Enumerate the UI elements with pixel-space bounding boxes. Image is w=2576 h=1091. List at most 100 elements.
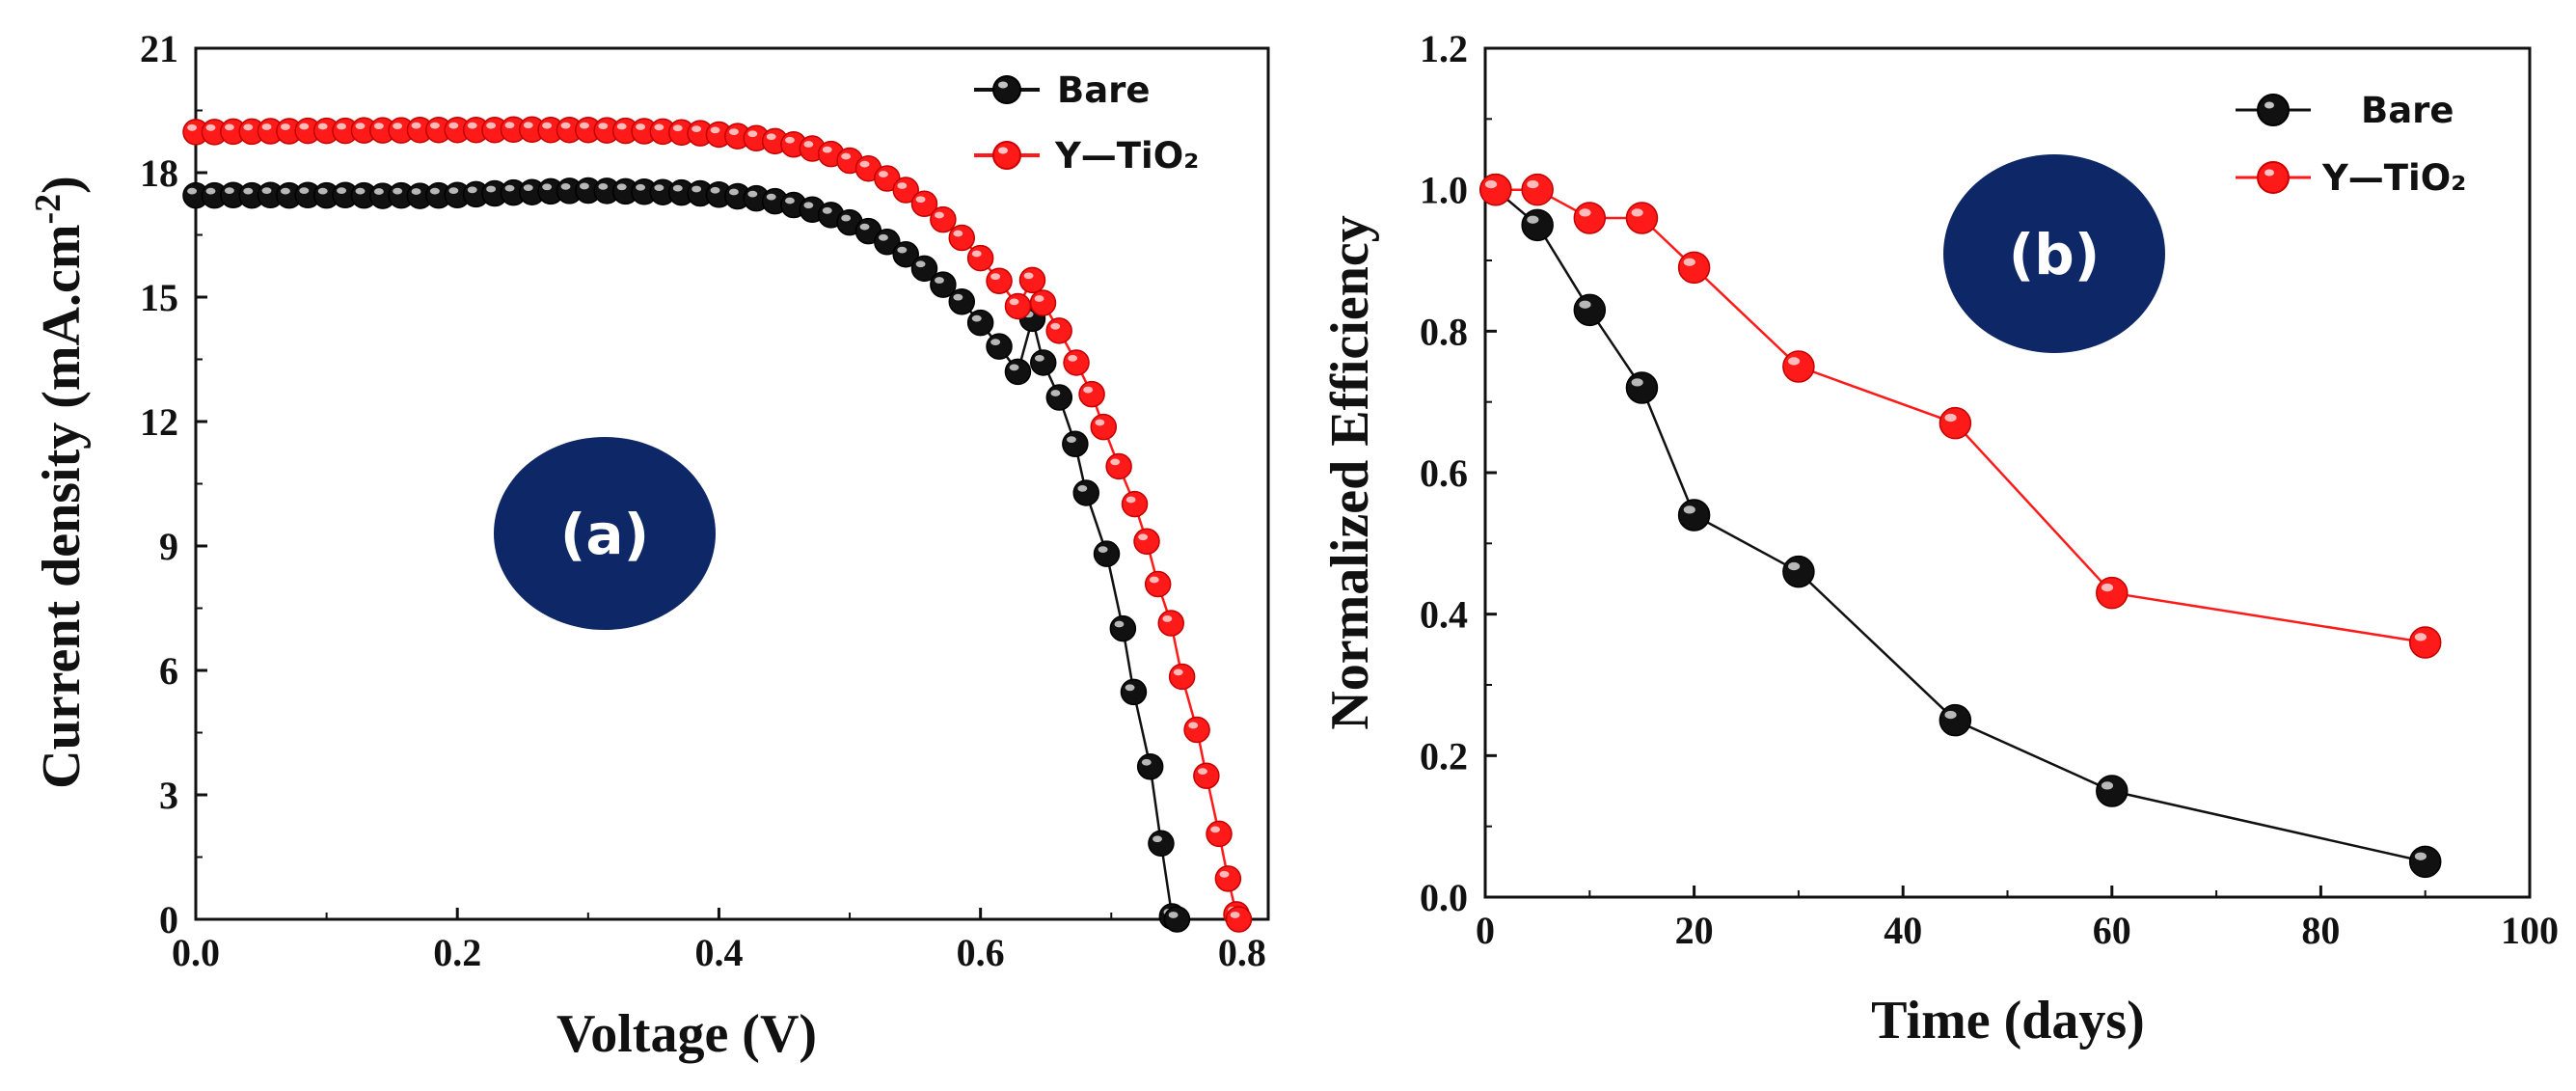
chart-a-y-axis-title-main: Current density (mA.cm bbox=[32, 224, 92, 788]
chart-a-series-ytio2-path bbox=[196, 128, 1240, 920]
chart-a-bare-point-highlight bbox=[542, 183, 553, 191]
chart-a-bare-point-highlight bbox=[822, 206, 832, 214]
chart-a-legend-ytio2-label: Y—TiO₂ bbox=[1054, 135, 1199, 177]
chart-b-legend-bare-marker-highlight bbox=[2264, 101, 2274, 109]
chart-a-legend: Bare Y—TiO₂ bbox=[974, 69, 1199, 177]
chart-a-ytio2-point bbox=[1004, 292, 1032, 320]
chart-a-bare-point-highlight bbox=[1077, 485, 1088, 492]
chart-a-x-tick-label: 0.6 bbox=[957, 931, 1005, 974]
chart-a-x-tick-label: 0.2 bbox=[433, 931, 481, 974]
chart-a-ytio2-point-highlight bbox=[523, 122, 533, 129]
chart-b-bare-point bbox=[1677, 499, 1711, 532]
chart-b-series-ytio2-points bbox=[1479, 173, 2442, 659]
chart-b-ytio2-point bbox=[1521, 173, 1554, 206]
chart-a-ytio2-point bbox=[1078, 380, 1105, 408]
chart-a-ytio2-point-highlight bbox=[486, 122, 497, 129]
chart-a-bare-point-highlight bbox=[1050, 390, 1061, 396]
chart-a-badge-circle bbox=[494, 437, 716, 630]
chart-a-bare-point bbox=[966, 309, 994, 337]
chart-b-x-tick-label: 80 bbox=[2301, 909, 2340, 952]
chart-a-ytio2-point-highlight bbox=[1198, 768, 1207, 776]
chart-b-bare-point bbox=[1573, 293, 1607, 327]
chart-b-ytio2-point-highlight bbox=[2414, 633, 2427, 641]
chart-a-y-axis-title-close: ) bbox=[32, 176, 92, 194]
chart-b-ytio2-point bbox=[2096, 576, 2129, 610]
chart-a-bare-point-highlight bbox=[1067, 436, 1076, 444]
chart-b-ytio2-point-highlight bbox=[1484, 179, 1498, 189]
chart-a-bare-point-highlight bbox=[486, 185, 497, 193]
chart-b-x-tick-label: 100 bbox=[2501, 909, 2559, 952]
chart-a-bare-point-highlight bbox=[672, 184, 683, 192]
chart-a-ytio2-point-highlight bbox=[355, 123, 366, 129]
chart-b-bare-point bbox=[1521, 208, 1554, 242]
chart-a-ytio2-point-highlight bbox=[1162, 615, 1173, 622]
chart-a-bare-point-highlight bbox=[841, 214, 852, 222]
chart-a-series-bare-points bbox=[182, 177, 1191, 933]
chart-a-ytio2-point-highlight bbox=[616, 123, 627, 130]
chart-b-y-tick-label: 0.2 bbox=[1420, 734, 1468, 777]
chart-a-bare-point-highlight bbox=[728, 188, 739, 196]
chart-a-y-tick-label: 21 bbox=[140, 27, 178, 70]
chart-b-bare-point-highlight bbox=[1579, 300, 1591, 309]
chart-a-bare-point-highlight bbox=[280, 187, 290, 195]
chart-a-bare-point-highlight bbox=[224, 187, 234, 195]
chart-a-x-tick-label: 0.8 bbox=[1218, 931, 1266, 974]
chart-a-bare-point-highlight bbox=[953, 293, 963, 301]
chart-a-ytio2-point bbox=[1183, 716, 1210, 744]
chart-a-ytio2-point-highlight bbox=[317, 123, 328, 130]
chart-b-x-ticks: 0 20 40 60 80 100 bbox=[1476, 886, 2559, 952]
chart-b-ytio2-point bbox=[1573, 202, 1607, 234]
chart-a-ytio2-point bbox=[1144, 570, 1172, 598]
chart-a-ytio2-point bbox=[1121, 490, 1149, 518]
chart-a-ytio2-point bbox=[1090, 413, 1118, 441]
chart-a-ytio2-point-highlight bbox=[280, 123, 290, 130]
chart-a-ytio2-point-highlight bbox=[1219, 870, 1230, 878]
chart-a-ytio2-point bbox=[1105, 452, 1132, 480]
chart-b-x-tick-label: 20 bbox=[1675, 909, 1714, 952]
chart-a-bare-point bbox=[1109, 614, 1137, 642]
chart-a-bare-point-highlight bbox=[598, 182, 609, 190]
chart-a-bare-point-highlight bbox=[448, 187, 459, 195]
chart-a-ytio2-point-highlight bbox=[1149, 576, 1159, 584]
chart-a-bare-point-highlight bbox=[1168, 912, 1179, 918]
chart-b-bare-point bbox=[1625, 371, 1659, 404]
chart-a-ytio2-point-highlight bbox=[728, 128, 739, 135]
chart-a-bare-point bbox=[1148, 830, 1175, 858]
chart-a-ytio2-point-highlight bbox=[878, 171, 888, 177]
chart-a-ytio2-point-highlight bbox=[822, 146, 832, 153]
chart-a-y-tick-label: 3 bbox=[159, 774, 178, 817]
chart-a-bare-point-highlight bbox=[1034, 355, 1044, 362]
chart-b-ytio2-point bbox=[2408, 626, 2442, 659]
chart-b-bare-point-highlight bbox=[1683, 505, 1695, 514]
chart-a-bare-point-highlight bbox=[355, 187, 366, 195]
chart-a-bare-point-highlight bbox=[467, 186, 477, 194]
chart-a-bare-point-highlight bbox=[803, 202, 814, 209]
chart-b-legend-bare-marker bbox=[2257, 94, 2290, 126]
chart-b-bare-point bbox=[2096, 775, 2129, 807]
chart-a: 0.0 0.2 0.4 0.6 0.8 0 3 6 9 12 15 18 21 Voltage (V)… bbox=[28, 27, 1270, 1064]
chart-b-y-tick-label: 0.8 bbox=[1420, 310, 1468, 353]
chart-a-bare-point-highlight bbox=[429, 187, 440, 195]
chart-a-ytio2-point-highlight bbox=[1050, 322, 1061, 330]
chart-b-y-ticks: 0.0 0.2 0.4 0.6 0.8 1.0 1.2 bbox=[1420, 27, 1497, 919]
chart-a-ytio2-point-highlight bbox=[579, 122, 589, 129]
chart-a-bare-point-highlight bbox=[523, 184, 533, 192]
chart-a-ytio2-point-highlight bbox=[542, 122, 553, 129]
chart-b-ytio2-point bbox=[1782, 350, 1815, 383]
chart-b-ytio2-point bbox=[1939, 406, 1972, 440]
chart-a-x-axis-title: Voltage (V) bbox=[556, 1004, 817, 1064]
chart-a-series-ytio2-points bbox=[182, 116, 1253, 933]
chart-a-legend-bare-marker bbox=[992, 75, 1021, 104]
chart-b-ytio2-point-highlight bbox=[1631, 208, 1643, 217]
chart-a-ytio2-point-highlight bbox=[373, 123, 384, 129]
chart-a-y-ticks: 0 3 6 9 12 15 18 21 bbox=[140, 27, 207, 941]
chart-a-ytio2-point-highlight bbox=[224, 123, 234, 131]
chart-a-bare-point-highlight bbox=[971, 314, 982, 322]
chart-a-bare-point-highlight bbox=[1125, 684, 1135, 692]
chart-a-ytio2-point-highlight bbox=[1023, 272, 1034, 280]
chart-a-bare-point bbox=[1004, 358, 1032, 386]
chart-a-ytio2-point-highlight bbox=[935, 211, 944, 219]
chart-a-ytio2-point bbox=[986, 267, 1013, 294]
chart-a-panel-badge: (a) bbox=[494, 437, 716, 630]
chart-a-bare-point-highlight bbox=[935, 277, 944, 284]
